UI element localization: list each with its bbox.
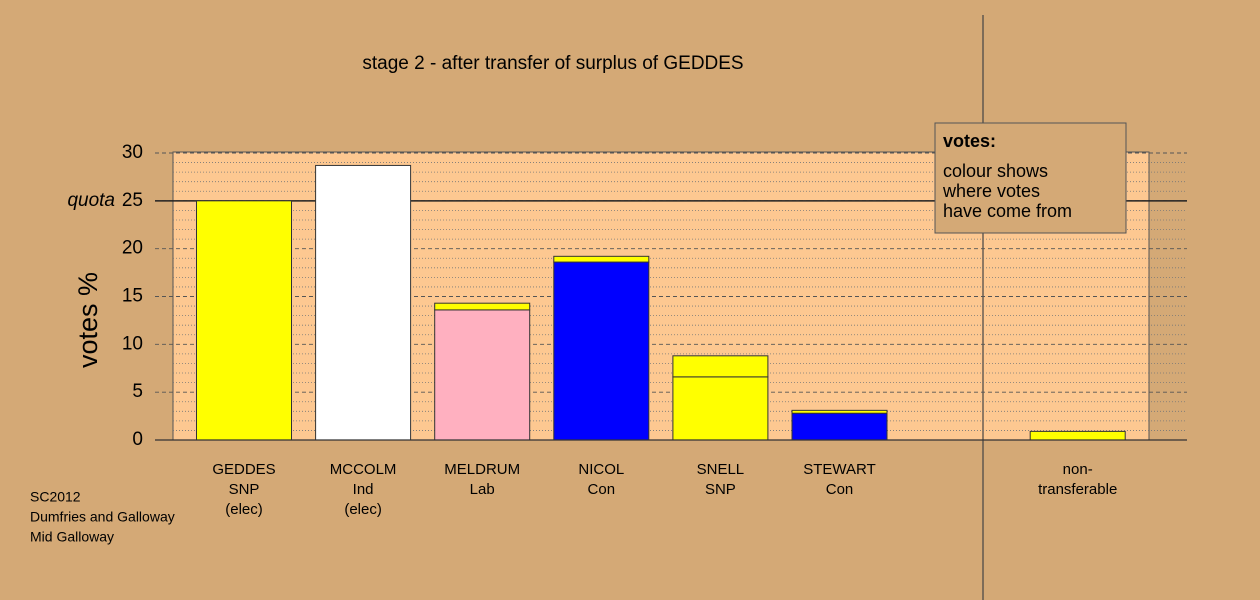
x-tick-label: SNP [705,481,736,498]
bar-segment [672,355,769,378]
bar-segment [791,412,888,441]
x-tick-label: MCCOLM [330,461,397,478]
x-tick-label: (elec) [225,501,263,518]
y-tick-label: 20 [122,238,143,259]
x-tick-label: SNP [229,481,260,498]
bar-segment [315,164,412,441]
bar-segment [196,200,292,441]
x-tick-label: SNELL [697,461,745,478]
x-tick-label: MELDRUM [444,461,520,478]
y-tick-label: 0 [132,429,143,450]
bar-segment [1029,430,1126,441]
bar-segment [553,261,650,441]
x-tick-label: STEWART [803,461,876,478]
quota-label: quota [67,190,115,211]
y-tick-label: 15 [122,286,143,307]
legend-text: have come from [943,201,1072,221]
x-tick-label: Con [826,481,854,498]
legend-text: colour shows [943,161,1048,181]
legend-text: where votes [942,181,1040,201]
x-tick-label: NICOL [578,461,624,478]
y-axis-label: votes % [73,272,103,368]
x-tick-label: (elec) [344,501,382,518]
x-tick-label: Ind [353,481,374,498]
chart-title: stage 2 - after transfer of surplus of G… [362,53,743,74]
x-tick-label: Lab [470,481,495,498]
footer-text: Mid Galloway [30,529,114,545]
bar-segment [434,302,531,311]
y-tick-label: 30 [122,142,143,163]
legend-title: votes: [943,131,996,151]
bar-segment [791,409,888,414]
bar-segment [434,309,531,441]
x-tick-label: Con [588,481,616,498]
footer-text: SC2012 [30,489,81,505]
y-tick-label: 5 [132,381,143,402]
x-tick-label: GEDDES [212,461,275,478]
x-tick-label: non- [1063,461,1093,478]
bar-segment [672,376,769,441]
footer-text: Dumfries and Galloway [30,509,175,525]
plot: 0 5 10 15 20 25 30 quota GEDDES SNP (elec) MCCOLM In… [67,142,1187,518]
y-tick-label: 10 [122,333,143,354]
legend-box [934,122,1127,234]
y-tick-label: 25 [122,190,143,211]
x-tick-label: transferable [1038,481,1117,498]
bar-segment [553,255,650,263]
